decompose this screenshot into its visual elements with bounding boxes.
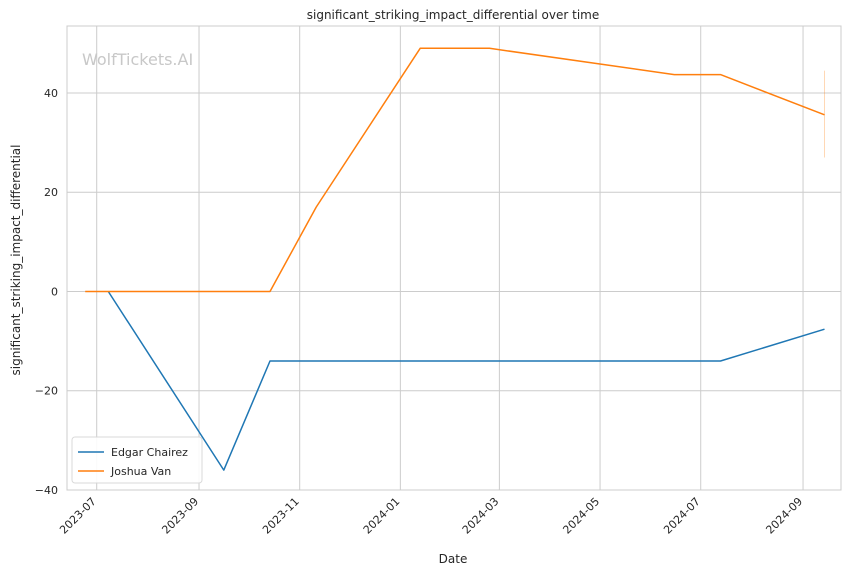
y-tick-label: −20 [35, 385, 58, 398]
y-axis-ticks: −40 −20 0 20 40 [35, 87, 58, 497]
legend-box [71, 436, 203, 484]
legend-label-joshua-van: Joshua Van [110, 465, 171, 478]
legend-label-edgar-chairez: Edgar Chairez [111, 446, 188, 459]
plot-area [66, 25, 842, 491]
legend: Edgar Chairez Joshua Van [71, 436, 203, 484]
y-tick-label: 20 [44, 186, 58, 199]
watermark: WolfTickets.AI [82, 50, 193, 69]
y-tick-label: 0 [51, 285, 58, 298]
y-tick-label: −40 [35, 484, 58, 497]
x-axis-label: Date [439, 552, 468, 566]
series-line-edgar-chairez [107, 291, 825, 471]
series-line-joshua-van [85, 47, 825, 293]
y-tick-label: 40 [44, 87, 58, 100]
chart-title: significant_striking_impact_differential… [307, 8, 599, 22]
series-lines [85, 47, 825, 471]
y-axis-label: significant_striking_impact_differential [9, 145, 23, 376]
grid-lines [67, 26, 841, 491]
